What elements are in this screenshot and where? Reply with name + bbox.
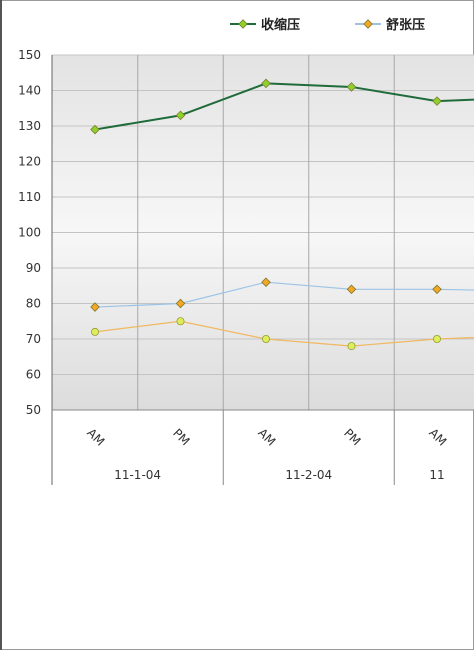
data-point <box>432 96 442 106</box>
x-group-label: 11 <box>429 468 444 482</box>
legend: 收缩压 舒张压 <box>230 17 425 33</box>
series-2 <box>90 277 474 312</box>
legend-item: 舒张压 <box>355 17 425 33</box>
series-line <box>94 281 474 308</box>
grid <box>52 54 474 411</box>
data-point <box>175 110 186 121</box>
left-edge <box>0 0 2 650</box>
data-point <box>432 334 441 343</box>
series-1 <box>90 78 474 135</box>
x-group-label: 11-1-04 <box>114 468 161 482</box>
series-line <box>94 320 474 347</box>
y-tick-label: 90 <box>26 261 41 275</box>
legend-label: 收缩压 <box>261 17 300 33</box>
series-line <box>94 82 474 131</box>
y-tick-label: 120 <box>18 155 41 169</box>
data-point <box>90 124 100 135</box>
data-point <box>176 317 185 326</box>
y-tick-label: 110 <box>18 190 41 204</box>
y-tick-label: 100 <box>18 226 41 240</box>
y-tick-label: 140 <box>18 84 41 98</box>
y-tick-label: 130 <box>18 119 41 133</box>
legend-item: 收缩压 <box>230 17 300 33</box>
data-point <box>261 78 271 89</box>
data-point <box>347 342 356 351</box>
data-point <box>261 334 270 343</box>
data-point <box>261 277 271 287</box>
data-point <box>175 298 186 309</box>
data-point <box>91 327 100 336</box>
legend-swatch-marker <box>238 19 248 29</box>
data-point <box>432 284 442 295</box>
y-tick-label: 70 <box>26 332 41 346</box>
series-3 <box>91 317 474 351</box>
legend-label: 舒张压 <box>386 17 425 33</box>
x-group-label: 11-2-04 <box>285 468 332 482</box>
y-tick-label: 80 <box>26 297 41 311</box>
y-tick-label: 50 <box>26 403 41 417</box>
data-point <box>346 284 357 295</box>
series-layer <box>90 78 474 351</box>
y-tick-label: 60 <box>26 368 41 382</box>
legend-swatch-marker <box>363 19 373 29</box>
data-point <box>346 82 357 92</box>
data-point <box>90 302 100 312</box>
y-tick-label: 150 <box>18 48 41 62</box>
